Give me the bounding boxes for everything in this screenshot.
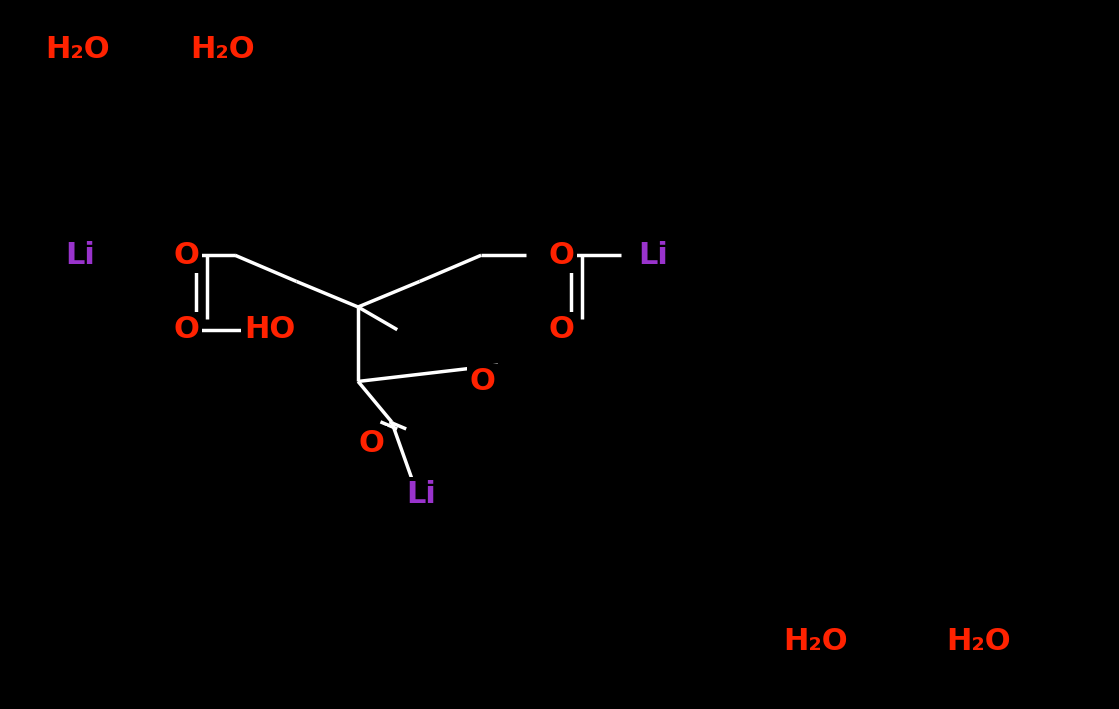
- Text: O: O: [548, 241, 574, 269]
- Text: H₂O: H₂O: [190, 35, 255, 64]
- Text: HO: HO: [244, 316, 295, 344]
- Text: H₂O: H₂O: [45, 35, 110, 64]
- Text: Li: Li: [406, 480, 436, 508]
- Text: H₂O: H₂O: [947, 627, 1012, 656]
- Text: O: O: [358, 429, 384, 457]
- Text: H₂O: H₂O: [783, 627, 848, 656]
- Text: O: O: [173, 316, 199, 344]
- Text: Li: Li: [638, 241, 668, 269]
- Text: Li: Li: [65, 241, 95, 269]
- Text: O: O: [548, 316, 574, 344]
- Text: O: O: [173, 241, 199, 269]
- Text: O: O: [470, 367, 496, 396]
